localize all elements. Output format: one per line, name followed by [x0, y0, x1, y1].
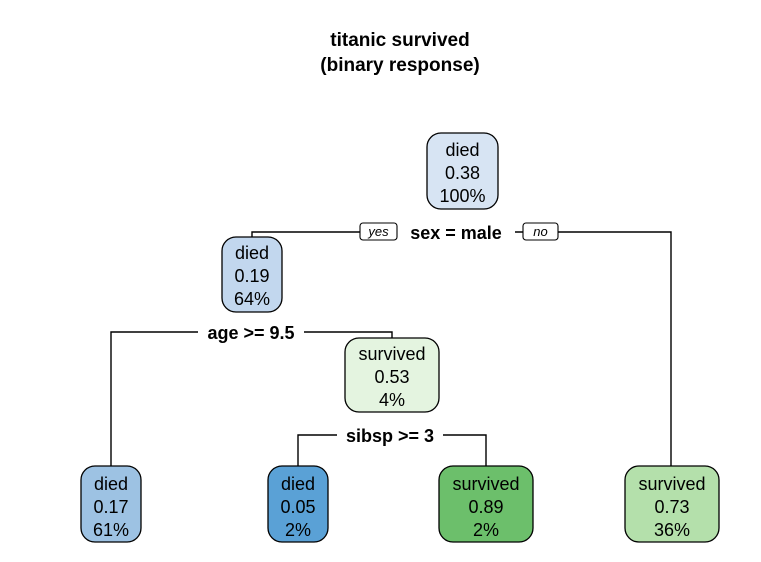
leaf-female: survived 0.73 36%	[624, 465, 720, 543]
leaf-older-male-prob: 0.17	[93, 497, 128, 517]
leaf-large-family-pct: 2%	[285, 520, 311, 540]
split-age-bg	[198, 321, 304, 343]
leaf-small-family: survived 0.89 2%	[438, 465, 534, 543]
node-root-prob: 0.38	[445, 163, 480, 183]
leaf-older-male-class: died	[94, 474, 128, 494]
node-young: survived 0.53 4%	[344, 337, 440, 413]
node-root-pct: 100%	[439, 186, 485, 206]
leaf-female-prob: 0.73	[654, 497, 689, 517]
node-root: died 0.38 100%	[426, 132, 499, 210]
yes-tag: yes	[367, 224, 389, 239]
node-young-prob: 0.53	[374, 367, 409, 387]
split-sex-label: sex = male	[410, 223, 502, 243]
no-tag: no	[533, 224, 547, 239]
split-sibsp-label: sibsp >= 3	[346, 426, 434, 446]
split-age-label: age >= 9.5	[207, 323, 294, 343]
split-sibsp-bg	[337, 424, 443, 446]
title-line-2: (binary response)	[320, 55, 479, 76]
leaf-female-class: survived	[638, 474, 705, 494]
leaf-small-family-pct: 2%	[473, 520, 499, 540]
no-tag-box	[522, 222, 559, 241]
title-line-1: titanic survived	[330, 30, 469, 51]
yes-tag-box	[359, 222, 398, 241]
leaf-older-male-pct: 61%	[93, 520, 129, 540]
split-sex-bg	[397, 221, 515, 243]
leaf-large-family: died 0.05 2%	[267, 465, 329, 543]
node-young-class: survived	[358, 344, 425, 364]
leaf-small-family-prob: 0.89	[468, 497, 503, 517]
leaf-female-pct: 36%	[654, 520, 690, 540]
node-male-prob: 0.19	[234, 266, 269, 286]
leaf-large-family-prob: 0.05	[280, 497, 315, 517]
leaf-large-family-class: died	[281, 474, 315, 494]
node-male-class: died	[235, 243, 269, 263]
node-male: died 0.19 64%	[221, 236, 283, 313]
node-male-pct: 64%	[234, 289, 270, 309]
node-young-pct: 4%	[379, 390, 405, 410]
edge-sex-split	[251, 231, 672, 466]
leaf-small-family-class: survived	[452, 474, 519, 494]
leaf-older-male: died 0.17 61%	[80, 465, 142, 543]
node-root-class: died	[445, 140, 479, 160]
